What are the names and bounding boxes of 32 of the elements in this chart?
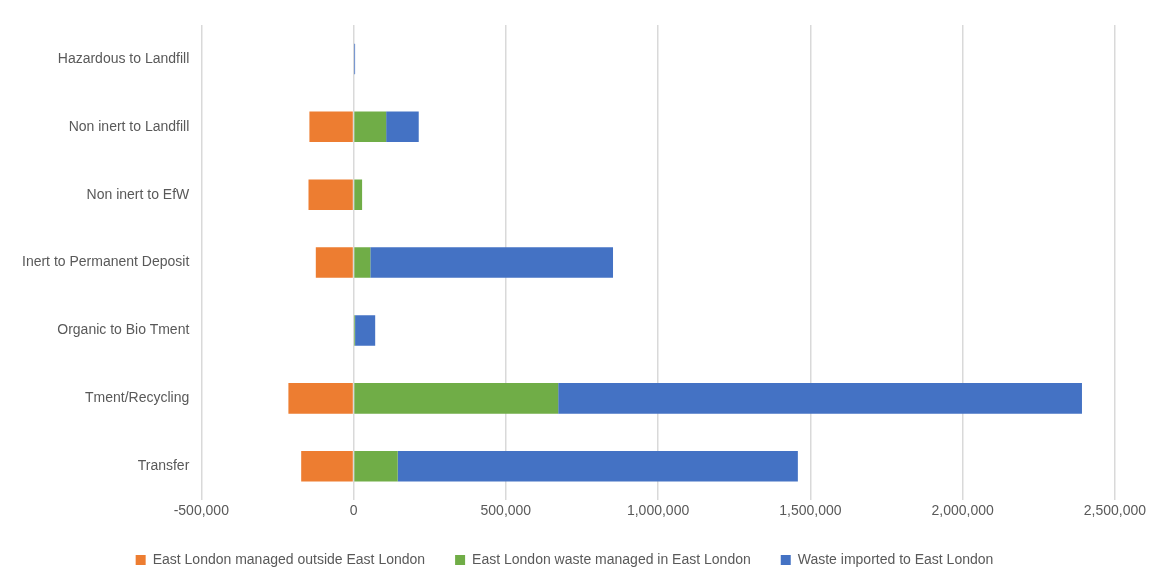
bar bbox=[397, 450, 798, 482]
y-tick-label: Hazardous to Landfill bbox=[57, 49, 190, 66]
y-tick-label: Non inert to Landfill bbox=[68, 117, 190, 134]
bar bbox=[288, 383, 353, 414]
x-tick-label: 1,500,000 bbox=[779, 502, 842, 519]
legend-label: East London waste managed in East London bbox=[472, 550, 751, 567]
bar bbox=[370, 247, 614, 278]
bar bbox=[558, 383, 1082, 414]
bar bbox=[308, 179, 353, 210]
x-tick-label: 0 bbox=[349, 502, 358, 519]
y-tick-label: Transfer bbox=[137, 457, 190, 474]
x-tick-label: -500,000 bbox=[173, 502, 230, 519]
bar bbox=[354, 179, 363, 210]
bar bbox=[315, 247, 353, 278]
y-tick-label: Organic to Bio Tment bbox=[57, 321, 190, 338]
x-tick-label: 2,000,000 bbox=[931, 502, 994, 519]
bar bbox=[386, 111, 419, 143]
bar bbox=[354, 247, 371, 278]
bar bbox=[355, 315, 376, 346]
legend-label: East London managed outside East London bbox=[152, 550, 426, 567]
y-tick-label: Tment/Recycling bbox=[85, 389, 190, 406]
bar bbox=[301, 450, 353, 482]
x-tick-label: 2,500,000 bbox=[1083, 502, 1147, 519]
bar bbox=[354, 111, 387, 143]
legend-label: Waste imported to East London bbox=[797, 550, 994, 567]
bar bbox=[354, 450, 398, 482]
x-tick-label: 500,000 bbox=[480, 502, 532, 519]
bar bbox=[309, 111, 353, 143]
y-tick-label: Non inert to EfW bbox=[86, 185, 191, 202]
y-tick-label: Inert to Permanent Deposit bbox=[22, 253, 190, 270]
x-tick-label: 1,000,000 bbox=[626, 502, 690, 519]
bar bbox=[354, 383, 559, 414]
